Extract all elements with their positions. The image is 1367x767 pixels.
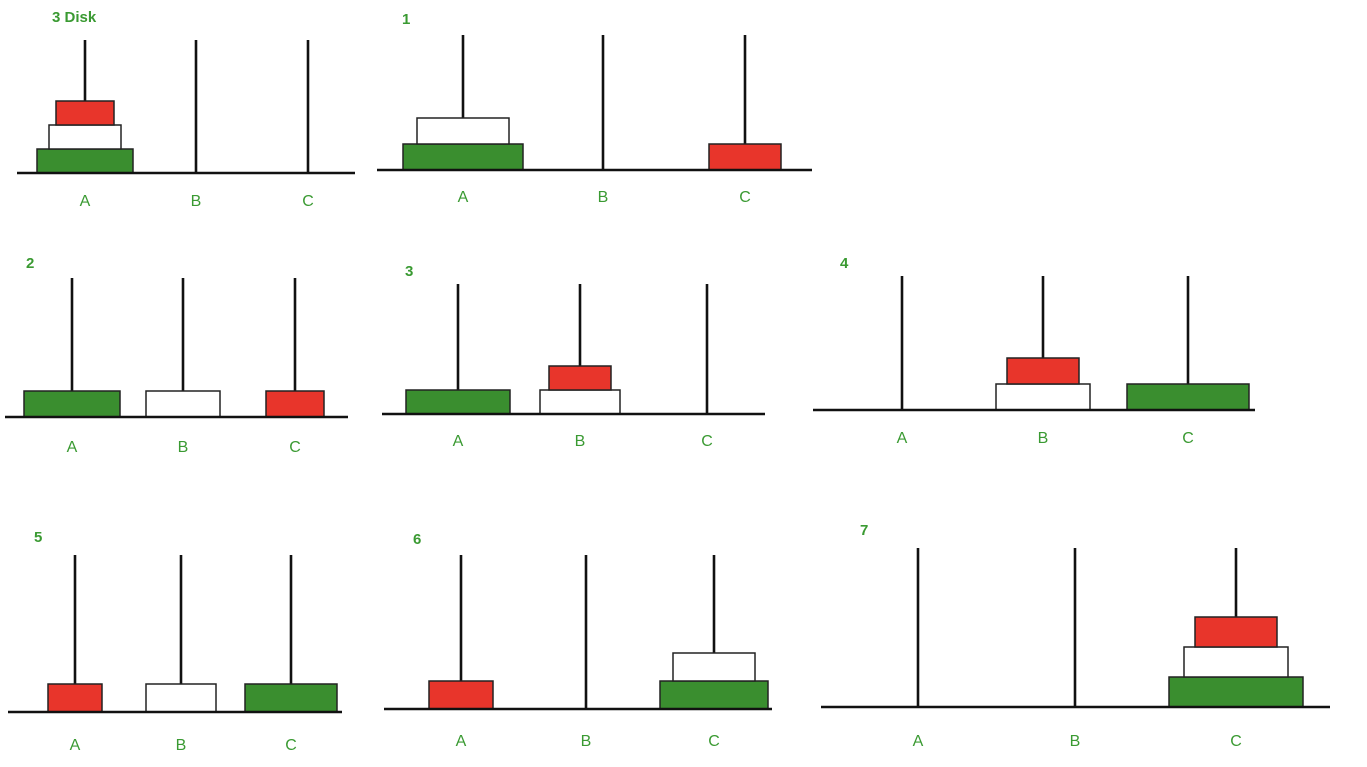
step-title: 6 xyxy=(413,531,421,548)
peg-label-A: A xyxy=(70,737,81,754)
peg-label-A: A xyxy=(913,733,924,750)
peg-label-C: C xyxy=(289,439,301,456)
step-title: 2 xyxy=(26,255,34,272)
step-title: 5 xyxy=(34,529,42,546)
white-disk xyxy=(48,124,122,150)
white-disk xyxy=(145,683,217,713)
red-disk xyxy=(1194,616,1278,648)
red-disk xyxy=(428,680,494,710)
red-disk xyxy=(265,390,325,418)
peg-label-B: B xyxy=(176,737,187,754)
peg-label-B: B xyxy=(1038,430,1049,447)
step-panel-0: 3 Disk A B C xyxy=(17,9,355,210)
step-panel-4: 4 A B C xyxy=(813,255,1255,447)
step-title: 4 xyxy=(840,255,849,272)
peg-label-B: B xyxy=(598,189,609,206)
white-disk xyxy=(1183,646,1289,678)
green-disk xyxy=(405,389,511,415)
white-disk xyxy=(539,389,621,415)
green-disk xyxy=(1126,383,1250,411)
step-panel-5: 5 A B C xyxy=(8,529,342,754)
peg-label-C: C xyxy=(285,737,297,754)
white-disk xyxy=(672,652,756,682)
red-disk xyxy=(708,143,782,171)
peg-label-B: B xyxy=(575,433,586,450)
peg-label-A: A xyxy=(897,430,908,447)
green-disk xyxy=(23,390,121,418)
step-panel-7: 7 A B C xyxy=(821,522,1330,750)
peg-label-B: B xyxy=(191,193,202,210)
white-disk xyxy=(995,383,1091,411)
peg-label-A: A xyxy=(458,189,469,206)
peg-label-C: C xyxy=(1230,733,1242,750)
step-title: 3 xyxy=(405,263,413,280)
peg-label-A: A xyxy=(80,193,91,210)
peg-label-B: B xyxy=(1070,733,1081,750)
green-disk xyxy=(36,148,134,174)
red-disk xyxy=(55,100,115,126)
peg-label-C: C xyxy=(739,189,751,206)
step-title: 1 xyxy=(402,11,410,28)
peg-label-C: C xyxy=(302,193,314,210)
peg-label-A: A xyxy=(456,733,467,750)
peg-label-C: C xyxy=(1182,430,1194,447)
red-disk xyxy=(47,683,103,713)
peg-label-C: C xyxy=(701,433,713,450)
peg-label-A: A xyxy=(453,433,464,450)
step-panel-6: 6 A B C xyxy=(384,531,772,750)
peg-label-C: C xyxy=(708,733,720,750)
green-disk xyxy=(244,683,338,713)
white-disk xyxy=(416,117,510,145)
green-disk xyxy=(1168,676,1304,708)
step-title: 3 Disk xyxy=(52,9,97,26)
green-disk xyxy=(659,680,769,710)
step-panel-3: 3 A B C xyxy=(382,263,765,450)
step-title: 7 xyxy=(860,522,868,539)
peg-label-A: A xyxy=(67,439,78,456)
peg-label-B: B xyxy=(178,439,189,456)
red-disk xyxy=(1006,357,1080,385)
step-panel-2: 2 A B C xyxy=(5,255,348,456)
green-disk xyxy=(402,143,524,171)
peg-label-B: B xyxy=(581,733,592,750)
white-disk xyxy=(145,390,221,418)
step-panel-1: 1 A B C xyxy=(377,11,812,206)
red-disk xyxy=(548,365,612,391)
